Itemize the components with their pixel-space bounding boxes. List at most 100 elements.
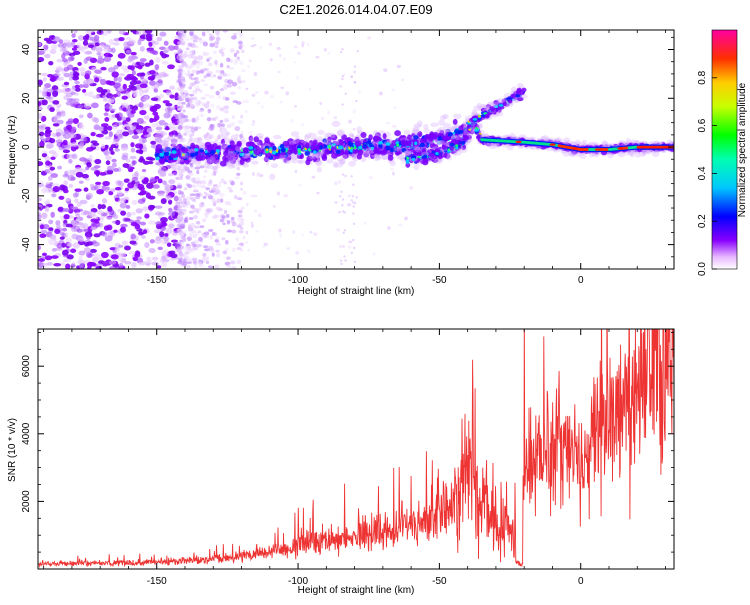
ridge-halo	[436, 140, 443, 145]
spectrogram-point	[104, 117, 110, 122]
spectrogram-point	[164, 183, 170, 189]
spectrogram-point	[114, 186, 122, 191]
spectrogram-point	[99, 78, 107, 86]
spectrogram-point	[138, 101, 144, 108]
ridge-halo	[163, 140, 170, 147]
ridge-halo	[189, 148, 196, 154]
spectrogram-point	[100, 89, 106, 96]
spectrogram-point	[355, 196, 358, 199]
spectrogram-point	[219, 63, 224, 68]
spectrogram-point	[217, 94, 221, 100]
spectrogram-point	[226, 73, 230, 77]
ridge-halo	[403, 150, 412, 156]
spectrogram-point	[120, 116, 127, 122]
spectrogram-point	[184, 64, 189, 68]
spectrogram-point	[385, 121, 390, 125]
spectrogram-point	[336, 228, 341, 232]
spectrogram-point	[277, 70, 281, 74]
spectrogram-point	[196, 64, 200, 70]
spectrogram-point	[120, 223, 128, 228]
ridge-point	[215, 149, 221, 153]
spectrogram-point	[179, 82, 183, 87]
spectrogram-point	[136, 216, 142, 220]
spectrogram-point	[124, 245, 131, 251]
ridge-halo	[203, 134, 212, 141]
spectrogram-point	[234, 59, 241, 63]
spectrogram-point	[372, 252, 376, 256]
spectrogram-point	[92, 95, 100, 100]
spectrogram-point	[168, 223, 175, 229]
spectrogram-point	[130, 233, 136, 240]
spectrogram-point	[57, 206, 64, 212]
ridge-point	[358, 145, 363, 150]
spectrogram-point	[48, 227, 54, 231]
spectrogram-point	[212, 232, 217, 236]
spectrogram-point	[75, 208, 84, 213]
spectrogram-point	[205, 30, 210, 34]
spectrogram-point	[56, 242, 63, 249]
spectrogram-point	[223, 117, 229, 123]
ridge-point	[239, 152, 245, 157]
spectrogram-point	[270, 94, 275, 99]
ridge-halo	[437, 140, 446, 146]
spectrogram-point	[118, 244, 124, 248]
spectrogram-point	[70, 137, 75, 143]
spectrogram-point	[235, 237, 239, 242]
spectrogram-point	[154, 175, 160, 180]
spectrogram-point	[214, 30, 221, 35]
spectrogram-point	[238, 40, 243, 45]
spectrogram-point	[79, 265, 84, 269]
spectrogram-point	[78, 84, 84, 89]
spectrogram-points	[38, 30, 674, 269]
spectrogram-point	[145, 33, 152, 39]
spectrogram-point	[141, 138, 147, 144]
spectrogram-point	[234, 126, 241, 132]
spectrogram-point	[207, 195, 214, 200]
spectrogram-point	[157, 191, 165, 197]
spectrogram-point	[211, 198, 216, 203]
spectrogram-point	[108, 38, 114, 45]
spectrogram-point	[256, 102, 261, 105]
spectrogram-point	[98, 126, 104, 132]
spectrogram-point	[203, 133, 208, 139]
spectrogram-point	[194, 177, 201, 181]
ridge-point	[297, 144, 302, 150]
spectrogram-point	[353, 70, 356, 74]
spectrogram-point	[307, 249, 311, 253]
spectrogram-point	[189, 210, 194, 214]
spectrogram-point	[104, 144, 109, 149]
spectrogram-point	[293, 61, 297, 64]
spectrogram-point	[70, 264, 76, 268]
spectrogram-point	[82, 40, 89, 46]
ridge-halo	[177, 164, 187, 172]
ridge-halo	[290, 154, 298, 161]
spectrogram-point	[129, 155, 137, 160]
spectrogram-point	[280, 86, 285, 89]
spectrogram-point	[177, 168, 183, 173]
ridge-point	[404, 140, 410, 147]
spectrogram-point	[90, 226, 98, 231]
spectrogram-point	[168, 257, 175, 261]
spectrogram-point	[117, 52, 126, 59]
spectrogram-point	[190, 241, 195, 245]
ridge-halo	[154, 132, 161, 138]
ridge-halo	[434, 158, 441, 163]
spectrogram-point	[104, 136, 112, 140]
spectrogram-point	[177, 40, 183, 45]
spectrogram-point	[189, 136, 193, 141]
spectrogram-point	[125, 117, 131, 122]
spectrogram-point	[200, 70, 204, 74]
spectrogram-point	[344, 259, 347, 262]
spectrogram-point	[189, 75, 193, 80]
ridge-halo	[202, 162, 210, 169]
ridge-halo	[336, 129, 345, 137]
spectrogram-point	[83, 228, 91, 233]
spectrogram-point	[273, 205, 276, 208]
spectrogram-point	[177, 134, 183, 140]
spectrogram-point	[342, 231, 345, 234]
spectrogram-point	[45, 184, 53, 189]
spectrogram-point	[207, 208, 214, 213]
spectrogram-point	[161, 60, 169, 65]
spectrogram-point	[215, 104, 222, 110]
spectrogram-point	[231, 265, 237, 269]
